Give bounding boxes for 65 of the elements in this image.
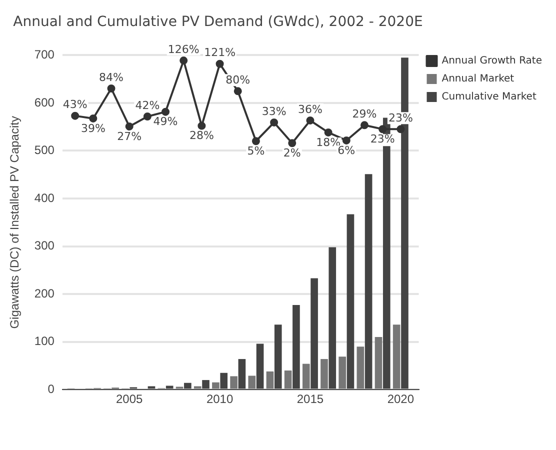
bar [248,376,256,389]
data-label: 33% [262,104,286,118]
data-label: 2% [283,146,301,160]
data-label: 5% [247,144,265,158]
point [71,112,80,120]
point [162,108,170,116]
point [216,60,224,68]
y-tick-label: 200 [34,286,55,300]
point [324,128,332,136]
point [107,84,116,93]
bar [284,370,292,389]
data-label: 80% [226,74,250,87]
data-label: 49% [153,115,178,128]
point [396,125,405,134]
legend-label: Annual Growth Rate [442,56,542,67]
x-tick-label: 2020 [387,392,414,406]
data-label: 84% [99,70,124,84]
x-tick-label: 2005 [116,392,144,406]
y-tick-label: 300 [34,238,55,253]
bar [392,324,400,389]
y-tick-label: 600 [34,95,55,110]
data-label: 36% [298,102,322,116]
x-tick-label: 2015 [296,392,324,406]
data-label: 28% [189,129,214,142]
data-label: 23% [370,132,395,146]
point [125,122,134,130]
point [89,114,98,122]
bar [356,346,364,389]
y-tick-label: 700 [34,48,55,62]
y-tick-label: 100 [34,334,55,348]
data-label: 126% [168,42,200,56]
point [342,136,350,144]
data-label: 39% [80,122,106,135]
y-tick-label: 500 [34,143,55,158]
y-tick-label: 0 [48,382,55,396]
point [378,125,387,134]
bar [338,356,346,389]
point [306,116,314,124]
legend-label: Cumulative Market [442,92,536,103]
bar [266,371,274,389]
point [143,112,152,120]
bar [212,382,220,389]
data-label: 23% [388,112,413,124]
data-label: 43% [62,98,88,112]
data-label: 121% [204,46,236,60]
bar [302,364,310,389]
data-label: 6% [338,144,356,157]
point [252,137,260,146]
data-label: 42% [135,98,160,112]
point [270,118,278,126]
point [234,87,242,96]
point [288,139,296,148]
x-tick-label: 2010 [206,392,234,406]
bar [320,359,328,389]
y-tick-label: 400 [34,190,55,205]
data-label: 27% [117,130,142,143]
point [180,56,188,65]
chart-title: Annual and Cumulative PV Demand (GWdc), 2002 - 2020E [12,13,424,32]
point [360,121,368,130]
data-label: 29% [352,108,377,121]
legend-label: Annual Market [442,74,514,85]
bar [374,337,382,389]
bar [230,376,238,389]
y-axis-title: Gigawatts (DC) of Installed PV Capacity [8,116,22,329]
point [198,122,206,130]
